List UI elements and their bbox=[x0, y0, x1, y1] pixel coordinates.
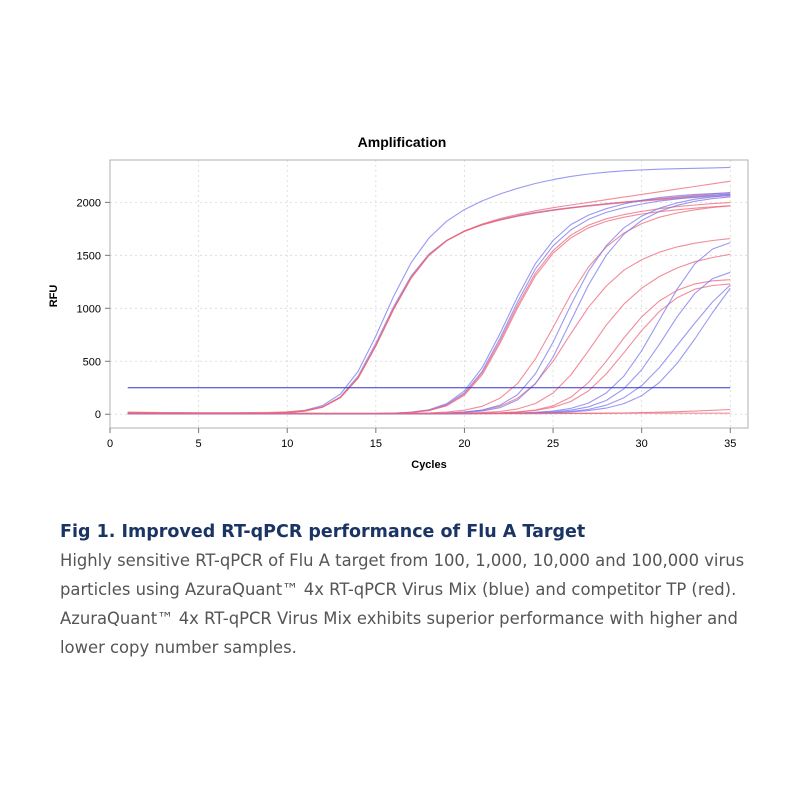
caption-title: Fig 1. Improved RT-qPCR performance of F… bbox=[60, 522, 586, 542]
series-line-blue-2 bbox=[127, 193, 731, 414]
series-line-blue-19 bbox=[127, 284, 731, 415]
series-line-red-9 bbox=[127, 205, 731, 415]
x-tick-label: 0 bbox=[107, 438, 113, 450]
x-tick-label: 10 bbox=[281, 438, 293, 450]
series-line-red-8 bbox=[127, 202, 731, 415]
x-tick-label: 35 bbox=[724, 438, 736, 450]
y-axis-label: RFU bbox=[48, 285, 60, 308]
x-axis-label: Cycles bbox=[411, 459, 446, 471]
series-line-red-4 bbox=[127, 180, 731, 414]
series-line-blue-7 bbox=[127, 193, 731, 415]
series-line-blue-12 bbox=[127, 194, 731, 415]
x-tick-label: 30 bbox=[636, 438, 648, 450]
x-tick-label: 20 bbox=[458, 438, 470, 450]
series-line-red-3 bbox=[127, 192, 731, 414]
series-line-red-22 bbox=[127, 412, 731, 414]
y-tick-label: 0 bbox=[95, 409, 101, 421]
y-tick-label: 500 bbox=[83, 356, 101, 368]
series-line-blue-20 bbox=[127, 287, 731, 415]
y-tick-label: 1500 bbox=[77, 250, 101, 262]
x-tick-label: 15 bbox=[370, 438, 382, 450]
series-line-blue-6 bbox=[127, 192, 731, 415]
series-line-blue-18 bbox=[127, 271, 731, 415]
axes: 0 5 10 15 20 25 30 35 0 500 1000 1500 2000 bbox=[77, 159, 749, 450]
x-tick-label: 25 bbox=[547, 438, 559, 450]
series-line-red-15 bbox=[127, 279, 731, 415]
y-tick-label: 1000 bbox=[77, 303, 101, 315]
series-group bbox=[127, 166, 731, 415]
series-line-red-16 bbox=[127, 283, 731, 415]
series-line-red-14 bbox=[127, 253, 731, 415]
series-line-red-10 bbox=[127, 205, 731, 415]
chart-title: Amplification bbox=[358, 134, 447, 150]
figure-caption: Fig 1. Improved RT-qPCR performance of F… bbox=[60, 522, 760, 662]
y-tick-label: 2000 bbox=[77, 197, 101, 209]
plot-frame bbox=[109, 159, 749, 429]
caption-body: Highly sensitive RT-qPCR of Flu A target… bbox=[60, 551, 745, 657]
amplification-chart: Amplification 0 5 10 15 20 25 30 35 0 500 1000 1500… bbox=[48, 134, 749, 471]
series-line-red-5 bbox=[127, 195, 731, 414]
x-tick-label: 5 bbox=[196, 438, 202, 450]
series-line-blue-13 bbox=[127, 196, 731, 415]
